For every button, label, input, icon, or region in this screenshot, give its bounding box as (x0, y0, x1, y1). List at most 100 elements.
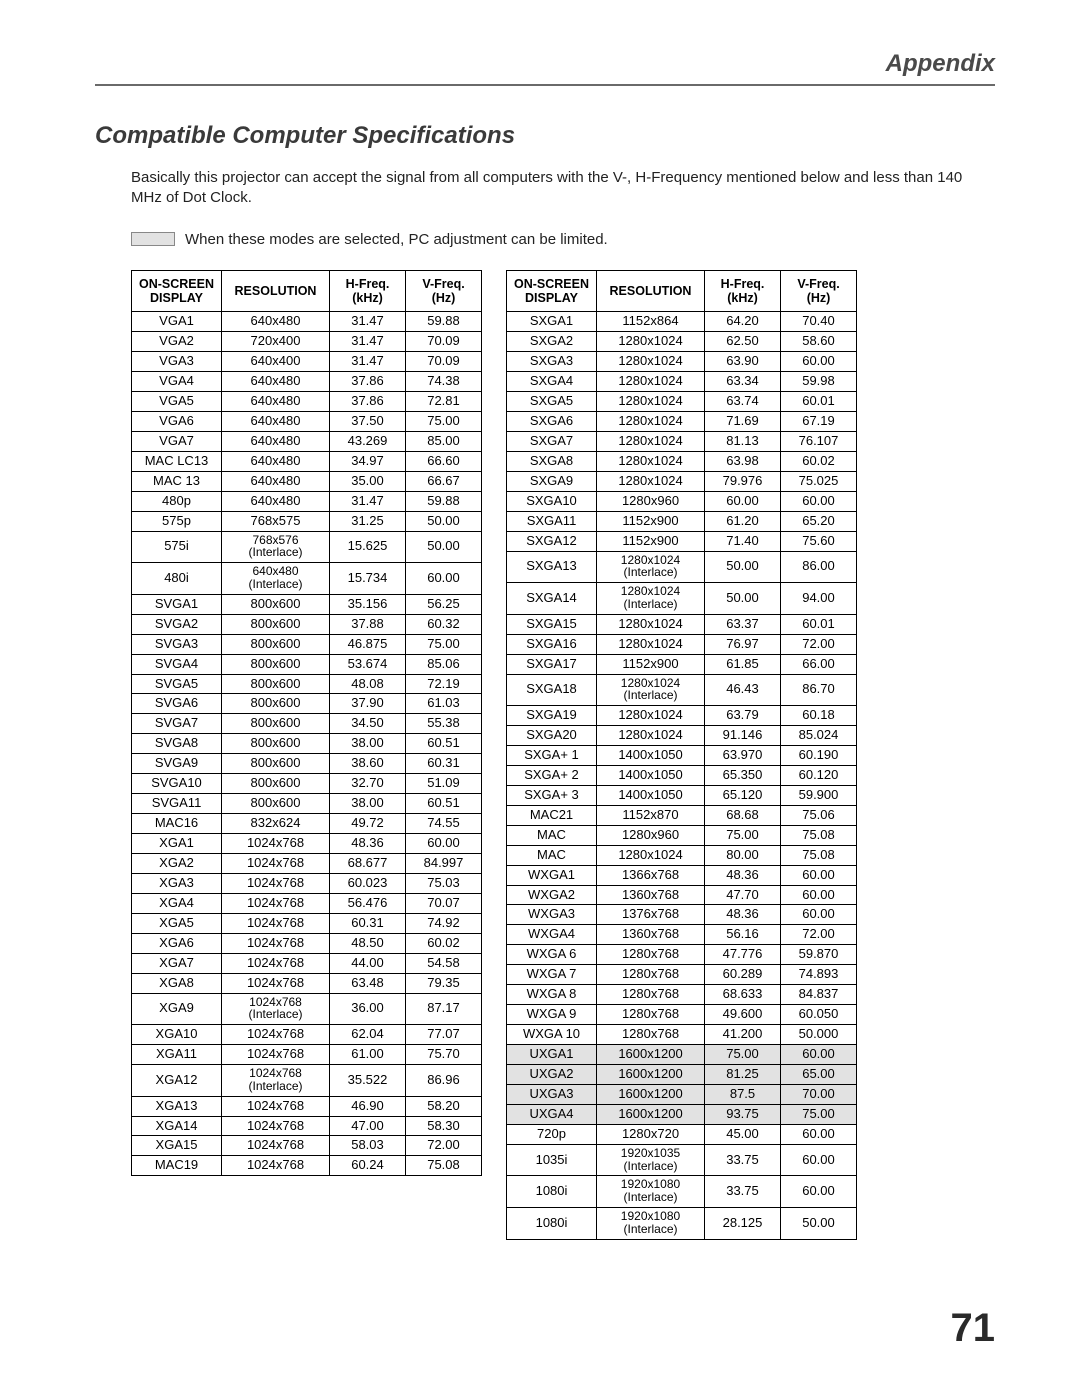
table-row: XGA71024x76844.0054.58 (132, 953, 482, 973)
cell-resolution: 1024x768(Interlace) (222, 1064, 330, 1096)
cell-display: SXGA5 (507, 392, 597, 412)
cell-vfreq: 87.17 (406, 993, 482, 1025)
cell-display: SXGA16 (507, 634, 597, 654)
table-row: SXGA+ 21400x105065.35060.120 (507, 765, 857, 785)
cell-hfreq: 38.00 (330, 734, 406, 754)
cell-resolution: 1280x1024(Interlace) (597, 583, 705, 615)
cell-resolution: 800x600 (222, 794, 330, 814)
cell-resolution: 1152x900 (597, 654, 705, 674)
cell-vfreq: 66.60 (406, 451, 482, 471)
legend-row: When these modes are selected, PC adjust… (131, 231, 995, 248)
cell-resolution: 1280x720 (597, 1124, 705, 1144)
cell-resolution: 1280x768 (597, 945, 705, 965)
table-row: VGA6640x48037.5075.00 (132, 411, 482, 431)
cell-display: SXGA8 (507, 451, 597, 471)
cell-vfreq: 76.107 (781, 431, 857, 451)
cell-resolution: 800x600 (222, 694, 330, 714)
tables-container: ON-SCREEN DISPLAY RESOLUTION H-Freq. (kH… (131, 270, 995, 1240)
cell-hfreq: 48.36 (705, 865, 781, 885)
cell-display: MAC 13 (132, 471, 222, 491)
cell-display: WXGA 10 (507, 1025, 597, 1045)
cell-display: SXGA18 (507, 674, 597, 706)
cell-hfreq: 37.86 (330, 392, 406, 412)
cell-hfreq: 63.90 (705, 352, 781, 372)
cell-vfreq: 60.00 (781, 1124, 857, 1144)
col-header-resolution: RESOLUTION (222, 270, 330, 312)
table-row: WXGA31376x76848.3660.00 (507, 905, 857, 925)
table-row: XGA121024x768(Interlace)35.52286.96 (132, 1064, 482, 1096)
table-row: VGA7640x48043.26985.00 (132, 431, 482, 451)
cell-display: XGA14 (132, 1116, 222, 1136)
cell-resolution: 1280x768 (597, 965, 705, 985)
table-row: WXGA41360x76856.1672.00 (507, 925, 857, 945)
table-row: SVGA2800x60037.8860.32 (132, 614, 482, 634)
cell-resolution: 1280x960 (597, 825, 705, 845)
cell-vfreq: 51.09 (406, 774, 482, 794)
cell-vfreq: 94.00 (781, 583, 857, 615)
cell-vfreq: 60.00 (781, 865, 857, 885)
cell-hfreq: 61.20 (705, 511, 781, 531)
table-row: SVGA5800x60048.0872.19 (132, 674, 482, 694)
cell-vfreq: 61.03 (406, 694, 482, 714)
cell-vfreq: 60.01 (781, 392, 857, 412)
cell-hfreq: 48.08 (330, 674, 406, 694)
cell-vfreq: 60.00 (406, 563, 482, 595)
cell-vfreq: 50.00 (406, 511, 482, 531)
cell-display: WXGA 8 (507, 985, 597, 1005)
cell-vfreq: 59.900 (781, 785, 857, 805)
cell-display: SXGA+ 1 (507, 745, 597, 765)
cell-display: SXGA6 (507, 411, 597, 431)
cell-vfreq: 50.00 (406, 531, 482, 563)
cell-display: 575p (132, 511, 222, 531)
cell-resolution: 1280x768 (597, 1025, 705, 1045)
table-row: SXGA131280x1024(Interlace)50.0086.00 (507, 551, 857, 583)
table-row: WXGA 91280x76849.60060.050 (507, 1005, 857, 1025)
table-row: XGA81024x76863.4879.35 (132, 973, 482, 993)
cell-display: SXGA3 (507, 352, 597, 372)
cell-vfreq: 60.02 (406, 933, 482, 953)
cell-resolution: 800x600 (222, 734, 330, 754)
cell-resolution: 640x480 (222, 411, 330, 431)
table-row: XGA31024x76860.02375.03 (132, 873, 482, 893)
spec-table-right: ON-SCREEN DISPLAY RESOLUTION H-Freq. (kH… (506, 270, 857, 1240)
cell-resolution: 1280x1024 (597, 451, 705, 471)
cell-hfreq: 81.25 (705, 1064, 781, 1084)
cell-hfreq: 31.47 (330, 332, 406, 352)
cell-hfreq: 63.48 (330, 973, 406, 993)
cell-resolution: 1280x1024 (597, 332, 705, 352)
cell-resolution: 1280x1024 (597, 411, 705, 431)
cell-display: XGA13 (132, 1096, 222, 1116)
table-body-right: SXGA11152x86464.2070.40SXGA21280x102462.… (507, 312, 857, 1239)
cell-display: VGA4 (132, 372, 222, 392)
cell-vfreq: 75.00 (781, 1104, 857, 1124)
table-row: VGA2720x40031.4770.09 (132, 332, 482, 352)
table-row: SXGA41280x102463.3459.98 (507, 372, 857, 392)
cell-hfreq: 37.88 (330, 614, 406, 634)
table-row: WXGA 61280x76847.77659.870 (507, 945, 857, 965)
cell-hfreq: 31.47 (330, 312, 406, 332)
table-row: 1035i1920x1035(Interlace)33.7560.00 (507, 1144, 857, 1176)
table-row: SXGA111152x90061.2065.20 (507, 511, 857, 531)
cell-hfreq: 63.74 (705, 392, 781, 412)
cell-resolution: 1920x1080(Interlace) (597, 1176, 705, 1208)
cell-vfreq: 60.120 (781, 765, 857, 785)
cell-hfreq: 33.75 (705, 1176, 781, 1208)
cell-display: SVGA6 (132, 694, 222, 714)
cell-vfreq: 59.98 (781, 372, 857, 392)
cell-vfreq: 70.00 (781, 1084, 857, 1104)
cell-display: MAC21 (507, 805, 597, 825)
cell-vfreq: 84.997 (406, 853, 482, 873)
cell-vfreq: 75.03 (406, 873, 482, 893)
table-row: WXGA 101280x76841.20050.000 (507, 1025, 857, 1045)
cell-display: VGA2 (132, 332, 222, 352)
table-row: SVGA6800x60037.9061.03 (132, 694, 482, 714)
cell-vfreq: 72.00 (781, 925, 857, 945)
cell-hfreq: 93.75 (705, 1104, 781, 1124)
cell-display: UXGA4 (507, 1104, 597, 1124)
cell-display: SXGA15 (507, 614, 597, 634)
cell-resolution: 1920x1080(Interlace) (597, 1207, 705, 1239)
table-body-left: VGA1640x48031.4759.88VGA2720x40031.4770.… (132, 312, 482, 1176)
col-header-hfreq: H-Freq. (kHz) (705, 270, 781, 312)
cell-hfreq: 15.625 (330, 531, 406, 563)
cell-vfreq: 75.06 (781, 805, 857, 825)
